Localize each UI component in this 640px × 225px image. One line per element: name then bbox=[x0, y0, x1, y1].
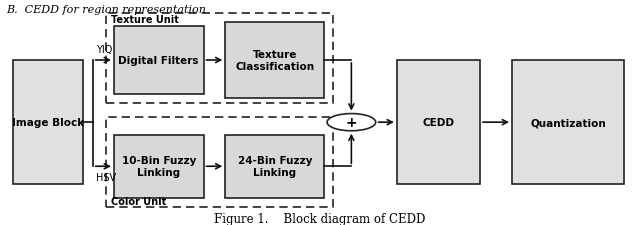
Text: Texture
Classification: Texture Classification bbox=[236, 50, 314, 72]
Text: +: + bbox=[346, 116, 357, 130]
Text: Color Unit: Color Unit bbox=[111, 196, 166, 206]
Text: Texture Unit: Texture Unit bbox=[111, 15, 179, 25]
Text: HSV: HSV bbox=[96, 172, 116, 182]
Text: 10-Bin Fuzzy
Linking: 10-Bin Fuzzy Linking bbox=[122, 156, 196, 177]
Text: 24-Bin Fuzzy
Linking: 24-Bin Fuzzy Linking bbox=[237, 156, 312, 177]
Text: Image Block: Image Block bbox=[12, 118, 84, 128]
Circle shape bbox=[327, 114, 376, 131]
Bar bbox=[106, 14, 333, 104]
Bar bbox=[106, 117, 333, 207]
Bar bbox=[114, 27, 204, 94]
Bar bbox=[225, 22, 324, 99]
Bar bbox=[114, 135, 204, 198]
Text: Quantization: Quantization bbox=[530, 118, 606, 128]
Bar bbox=[13, 61, 83, 184]
Text: Figure 1.    Block diagram of CEDD: Figure 1. Block diagram of CEDD bbox=[214, 212, 426, 225]
Bar bbox=[397, 61, 480, 184]
Text: YIQ: YIQ bbox=[96, 45, 113, 55]
Text: Digital Filters: Digital Filters bbox=[118, 56, 199, 66]
Text: CEDD: CEDD bbox=[422, 118, 454, 128]
Bar bbox=[225, 135, 324, 198]
Bar bbox=[512, 61, 624, 184]
Text: B.  CEDD for region representation: B. CEDD for region representation bbox=[6, 4, 206, 14]
